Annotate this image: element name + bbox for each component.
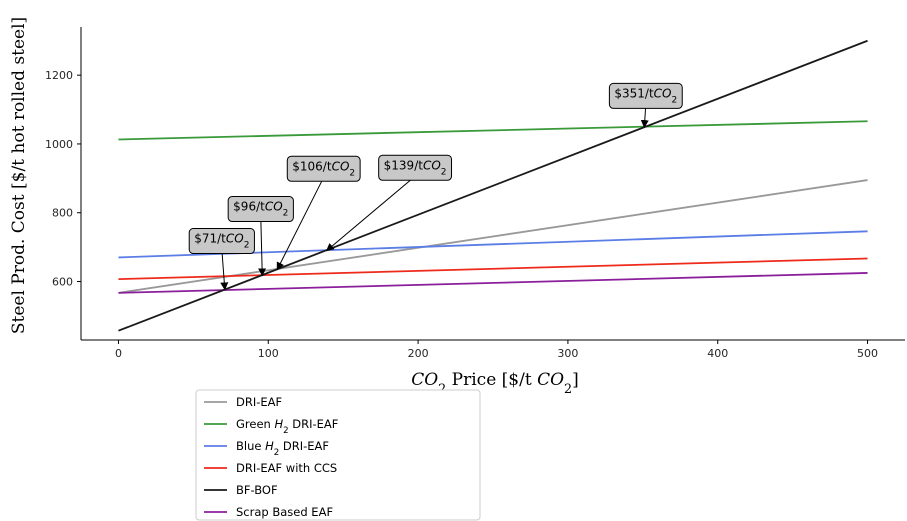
legend-label-scrap-based-eaf: Scrap Based EAF <box>236 505 333 519</box>
legend-label-dri-eaf-with-ccs: DRI-EAF with CCS <box>236 461 337 475</box>
legend-label-bf-bof: BF-BOF <box>236 483 278 497</box>
series-lines <box>118 39 868 332</box>
series-line-green-h2-dri-eaf <box>118 120 868 141</box>
x-axis-title: CO2 Price [$/t CO2] <box>411 370 579 397</box>
annotation-box <box>608 82 683 109</box>
x-tick-label: 100 <box>258 347 279 360</box>
annotation-arrow <box>220 249 229 291</box>
annotation-box <box>286 155 361 182</box>
annotation-label: $71/tCO2 <box>194 232 249 251</box>
annotation-arrow <box>325 175 416 252</box>
annotation: $106/tCO2 <box>276 155 361 271</box>
y-axis-title: Steel Prod. Cost [$/t hot rolled steel] <box>9 17 29 334</box>
x-tick-label: 200 <box>408 347 429 360</box>
annotation: $96/tCO2 <box>227 196 294 277</box>
annotation: $71/tCO2 <box>188 228 255 291</box>
legend-box <box>195 389 481 521</box>
y-tick-label: 1200 <box>45 69 73 82</box>
annotation-box <box>378 154 453 181</box>
annotation-box <box>227 196 294 223</box>
legend-label-green-h2-dri-eaf: Green H2 DRI-EAF <box>236 417 338 436</box>
annotations: $71/tCO2 $96/tCO2 $106/tCO2 $139/tCO2 $351/t… <box>188 82 683 291</box>
y-tick-label: 800 <box>52 207 73 220</box>
x-tick-label: 500 <box>857 347 878 360</box>
annotation-label: $351/tCO2 <box>614 86 677 105</box>
series-line-bf-bof <box>118 39 868 332</box>
x-tick-label: 0 <box>115 347 122 360</box>
y-tick-label: 600 <box>52 276 73 289</box>
annotation-arrow <box>276 177 325 271</box>
legend: DRI-EAF Green H2 DRI-EAF Blue H2 DRI-EAF DR… <box>195 389 481 521</box>
x-tick-label: 400 <box>707 347 728 360</box>
annotation-arrow <box>258 217 267 277</box>
legend-label-blue-h2-dri-eaf: Blue H2 DRI-EAF <box>236 439 329 458</box>
annotation-box <box>188 228 255 255</box>
series-line-dri-eaf-with-ccs <box>118 257 868 281</box>
x-tick-label: 300 <box>557 347 578 360</box>
annotation: $351/tCO2 <box>608 82 683 129</box>
series-line-dri-eaf <box>118 179 868 294</box>
annotation-label: $139/tCO2 <box>384 158 447 177</box>
annotation-label: $96/tCO2 <box>233 200 288 219</box>
legend-label-dri-eaf: DRI-EAF <box>236 395 282 409</box>
annotation-label: $106/tCO2 <box>292 159 355 178</box>
series-line-scrap-based-eaf <box>118 272 868 294</box>
annotation: $139/tCO2 <box>325 154 453 252</box>
y-tick-label: 1000 <box>45 138 73 151</box>
axes: 0 100 200 300 400 500 600 800 1000 1200 CO2 Price … <box>9 17 905 397</box>
